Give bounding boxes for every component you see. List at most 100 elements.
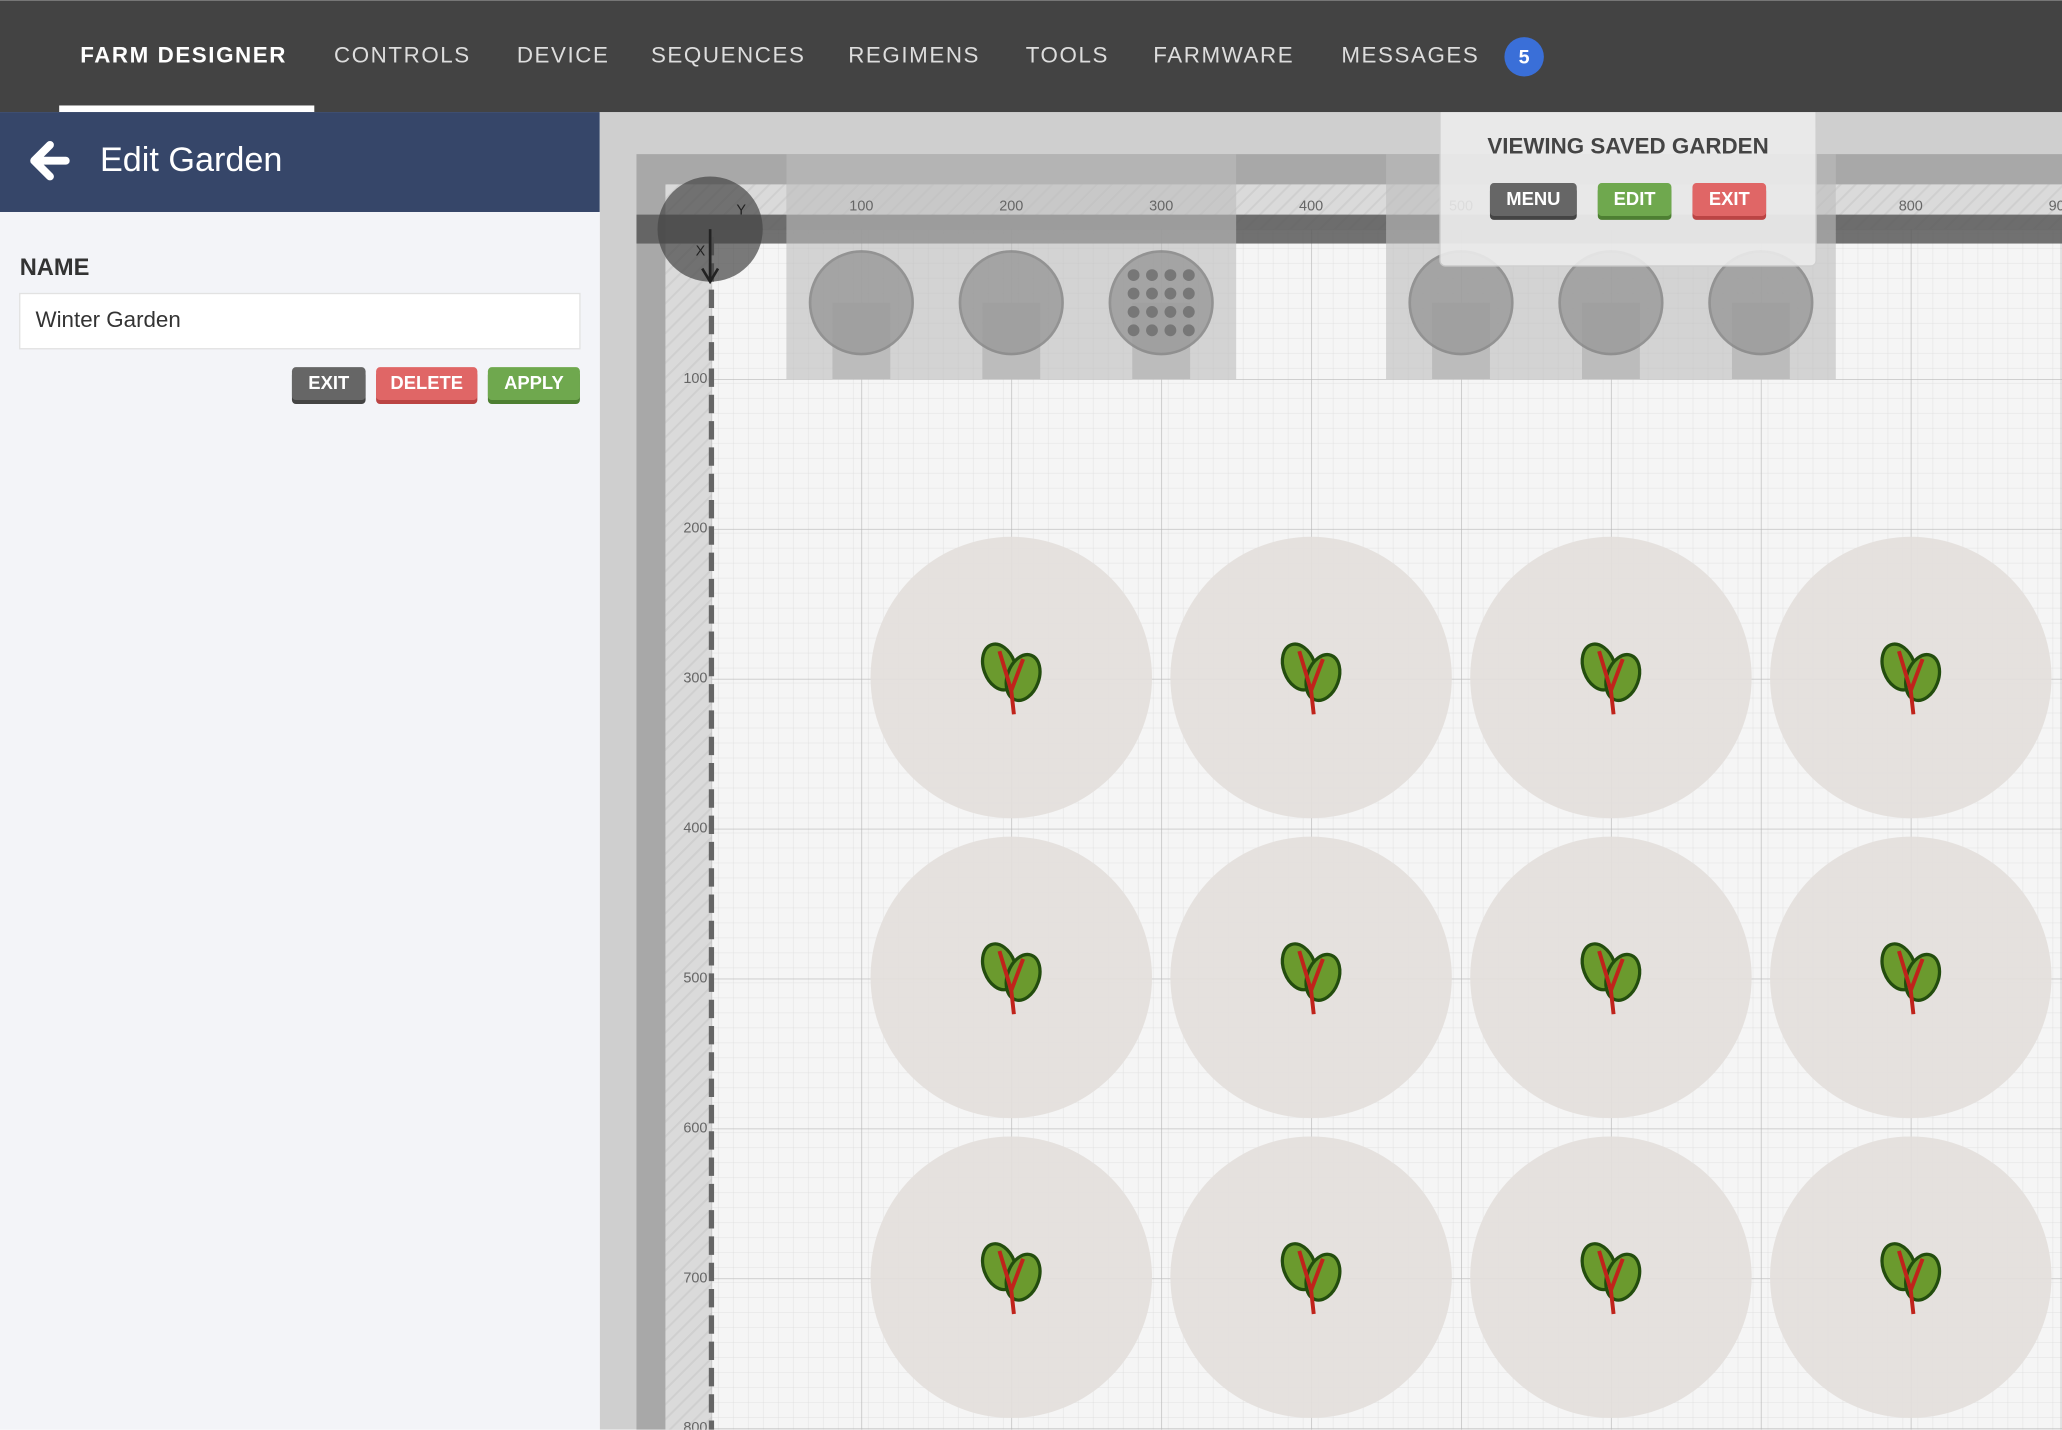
leaf — [1904, 952, 1942, 1002]
button-face — [487, 367, 580, 401]
y-coord-label: 100 — [683, 371, 707, 387]
nav-item[interactable]: TOOLS — [1026, 43, 1109, 68]
stem — [1597, 650, 1625, 715]
panel-header — [0, 112, 600, 212]
x-coord-label: 800 — [1899, 199, 1923, 215]
back-arrow[interactable] — [30, 140, 70, 181]
message-badge — [1504, 37, 1544, 77]
leaf — [1904, 652, 1942, 703]
stem — [997, 650, 1025, 715]
panel-buttons: EXIT DELETE APPLY — [291, 367, 580, 404]
stem — [1597, 950, 1625, 1015]
plant[interactable] — [977, 639, 1047, 715]
stem — [1897, 950, 1925, 1015]
x-coord-label: 900 — [2049, 199, 2062, 215]
tool-hole — [1182, 324, 1195, 337]
panel-title: Edit Garden — [100, 141, 282, 179]
plant[interactable] — [1576, 939, 1646, 1015]
plant[interactable] — [1576, 1239, 1646, 1315]
leaf — [1304, 652, 1342, 703]
popup-title: VIEWING SAVED GARDEN — [1487, 133, 1768, 158]
stem — [997, 1250, 1025, 1315]
nav-bar — [0, 0, 2062, 113]
plant[interactable] — [977, 939, 1047, 1015]
stem — [1897, 1250, 1925, 1315]
badge-count: 5 — [1519, 46, 1530, 68]
tool-hole — [1146, 306, 1158, 318]
button-label: EXIT — [308, 372, 350, 393]
tool — [1108, 250, 1214, 356]
plant[interactable] — [1876, 1239, 1946, 1315]
plant[interactable] — [1276, 1239, 1346, 1315]
name-input-value: Winter Garden — [36, 307, 181, 332]
tool-hole — [1146, 269, 1158, 282]
button-face — [1489, 183, 1577, 216]
plant[interactable] — [1276, 939, 1346, 1015]
nav-item[interactable]: DEVICE — [517, 43, 610, 68]
x-axis-letter: X — [696, 243, 706, 259]
nav-item[interactable]: MESSAGES — [1341, 43, 1479, 68]
button-face — [376, 367, 478, 401]
plant[interactable] — [1876, 639, 1946, 715]
nav-item[interactable]: FARMWARE — [1153, 43, 1294, 68]
plants — [870, 536, 2052, 1418]
x-coord-label: 400 — [1299, 199, 1323, 215]
button-face — [1597, 183, 1672, 216]
plant[interactable] — [1576, 639, 1646, 715]
tool-hole — [1127, 269, 1140, 282]
stem — [1297, 650, 1325, 715]
leaf — [1004, 952, 1042, 1002]
leaf — [1604, 652, 1642, 703]
nav-items: FARM DESIGNER CONTROLS DEVICE SEQUENCES REGI… — [80, 43, 1479, 68]
leaf — [1304, 952, 1342, 1002]
button[interactable]: MENU — [1489, 183, 1577, 220]
name-input[interactable] — [19, 292, 581, 350]
button[interactable]: DELETE — [376, 367, 478, 404]
tool-hole — [1164, 287, 1177, 300]
nav-item[interactable]: CONTROLS — [334, 43, 471, 68]
button[interactable]: EXIT — [1692, 183, 1767, 220]
plant[interactable] — [1276, 639, 1346, 715]
stem — [1897, 650, 1925, 715]
stem — [1297, 950, 1325, 1015]
button[interactable]: EDIT — [1597, 183, 1672, 220]
leaf — [1304, 1252, 1342, 1302]
stem — [1597, 1250, 1625, 1315]
tool-hole — [1127, 287, 1140, 300]
nav-item[interactable]: REGIMENS — [848, 43, 980, 68]
stem — [1297, 1250, 1325, 1315]
name-label: NAME — [20, 255, 90, 281]
origin-arrow — [701, 229, 720, 285]
tool-hole — [1164, 269, 1177, 282]
leaf — [1904, 1252, 1942, 1302]
button-face — [291, 367, 366, 401]
stem — [997, 950, 1025, 1015]
popup-buttons: MENU EDIT EXIT — [1489, 183, 1767, 220]
x-coord-label: 300 — [1149, 199, 1173, 215]
y-coord-label: 600 — [683, 1120, 707, 1136]
y-coord-label: 500 — [683, 970, 707, 986]
tool — [808, 250, 914, 356]
plant[interactable] — [977, 1239, 1047, 1315]
y-coord-label: 800 — [683, 1420, 707, 1430]
x-coord-label: 200 — [999, 199, 1023, 215]
y-coord-label: 300 — [683, 671, 707, 687]
tool-hole — [1164, 324, 1177, 337]
button-label: MENU — [1506, 188, 1560, 209]
plant[interactable] — [1876, 939, 1946, 1015]
button[interactable]: APPLY — [487, 367, 580, 404]
tool-hole — [1127, 324, 1140, 337]
leaf — [1004, 652, 1042, 703]
nav-item[interactable]: FARM DESIGNER — [80, 43, 287, 68]
tool-hole — [1164, 306, 1177, 318]
button-label: DELETE — [390, 372, 463, 393]
axis-labels: 1002003004005008009001002003004005006007… — [683, 199, 2062, 1430]
nav-item[interactable]: SEQUENCES — [651, 43, 806, 68]
button[interactable]: EXIT — [291, 367, 366, 404]
tool-hole — [1146, 324, 1158, 337]
tool — [1558, 250, 1664, 356]
y-coord-label: 400 — [683, 821, 707, 837]
leaf — [1604, 1252, 1642, 1302]
